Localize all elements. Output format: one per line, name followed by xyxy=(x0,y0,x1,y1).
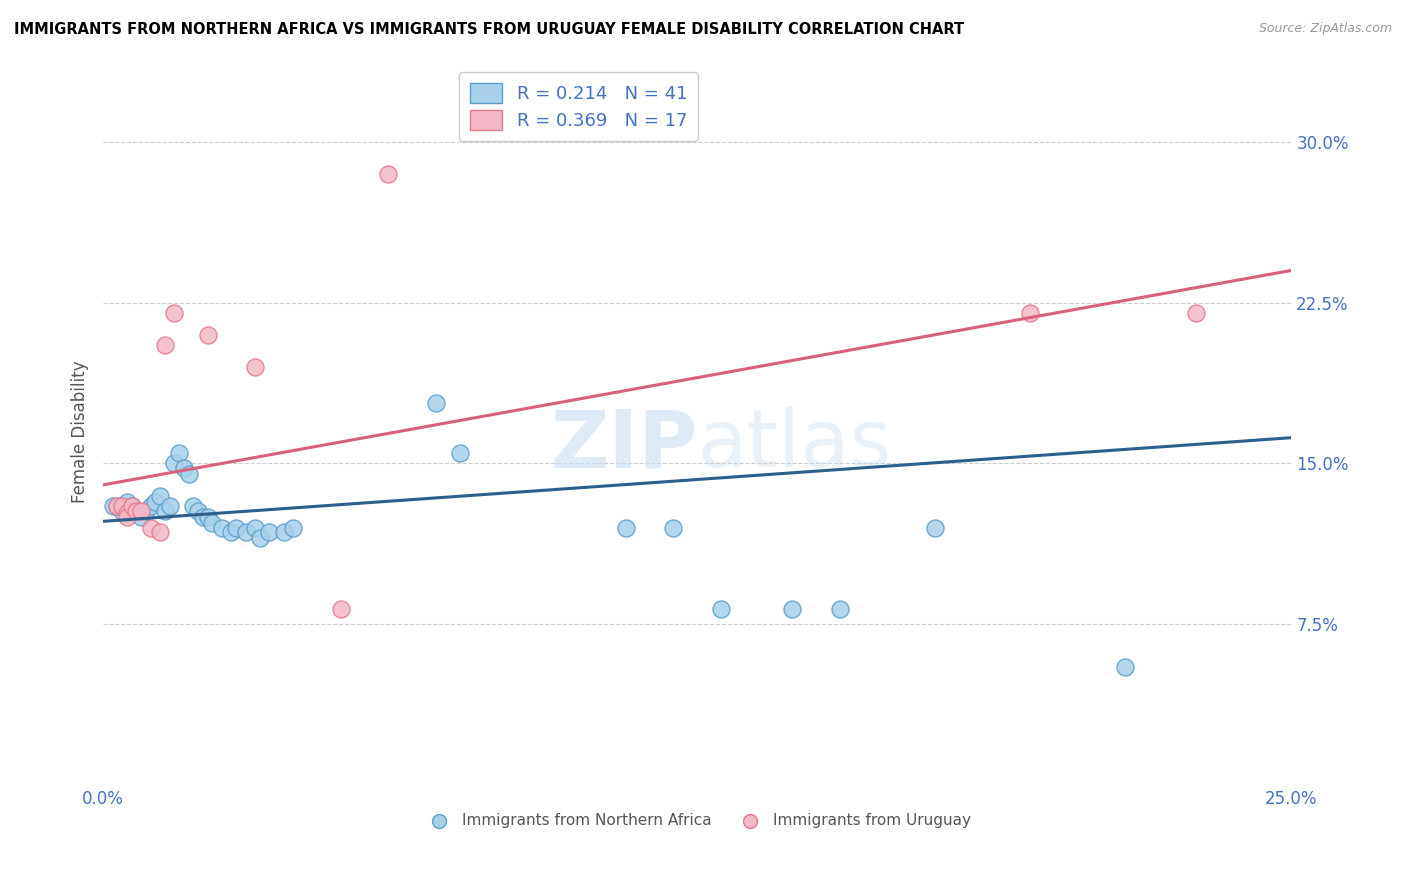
Point xyxy=(125,503,148,517)
Point xyxy=(105,500,128,514)
Point xyxy=(924,521,946,535)
Point xyxy=(111,500,134,514)
Point xyxy=(191,510,214,524)
Point xyxy=(329,602,352,616)
Point xyxy=(283,521,305,535)
Point xyxy=(782,602,804,616)
Text: IMMIGRANTS FROM NORTHERN AFRICA VS IMMIGRANTS FROM URUGUAY FEMALE DISABILITY COR: IMMIGRANTS FROM NORTHERN AFRICA VS IMMIG… xyxy=(14,22,965,37)
Point xyxy=(187,503,209,517)
Point xyxy=(177,467,200,482)
Point xyxy=(211,521,233,535)
Text: ZIP: ZIP xyxy=(550,407,697,484)
Point xyxy=(197,510,219,524)
Text: Source: ZipAtlas.com: Source: ZipAtlas.com xyxy=(1258,22,1392,36)
Point xyxy=(167,446,190,460)
Point xyxy=(149,489,172,503)
Point xyxy=(153,503,176,517)
Point xyxy=(139,521,162,535)
Point xyxy=(225,521,247,535)
Legend: Immigrants from Northern Africa, Immigrants from Uruguay: Immigrants from Northern Africa, Immigra… xyxy=(418,807,977,834)
Point xyxy=(1114,660,1136,674)
Point xyxy=(259,524,281,539)
Point xyxy=(115,495,138,509)
Point xyxy=(111,503,134,517)
Point xyxy=(153,338,176,352)
Point xyxy=(139,500,162,514)
Point xyxy=(115,506,138,520)
Point xyxy=(121,500,143,514)
Point xyxy=(197,327,219,342)
Y-axis label: Female Disability: Female Disability xyxy=(72,360,89,502)
Point xyxy=(249,532,271,546)
Point xyxy=(1019,306,1042,320)
Point xyxy=(101,500,124,514)
Point xyxy=(163,457,186,471)
Point xyxy=(245,521,267,535)
Point xyxy=(145,495,167,509)
Point xyxy=(135,503,157,517)
Point xyxy=(449,446,471,460)
Point xyxy=(105,500,128,514)
Point xyxy=(614,521,637,535)
Point xyxy=(245,359,267,374)
Point xyxy=(1185,306,1208,320)
Point xyxy=(173,460,195,475)
Point xyxy=(159,500,181,514)
Point xyxy=(273,524,295,539)
Point xyxy=(129,510,152,524)
Point xyxy=(129,503,152,517)
Point xyxy=(115,510,138,524)
Point xyxy=(125,503,148,517)
Point xyxy=(235,524,257,539)
Point xyxy=(201,516,224,531)
Point xyxy=(183,500,205,514)
Point xyxy=(662,521,685,535)
Point xyxy=(221,524,243,539)
Point xyxy=(425,396,447,410)
Point xyxy=(828,602,851,616)
Text: atlas: atlas xyxy=(697,407,891,484)
Point xyxy=(377,167,399,181)
Point xyxy=(121,500,143,514)
Point xyxy=(710,602,733,616)
Point xyxy=(163,306,186,320)
Point xyxy=(115,506,138,520)
Point xyxy=(149,524,172,539)
